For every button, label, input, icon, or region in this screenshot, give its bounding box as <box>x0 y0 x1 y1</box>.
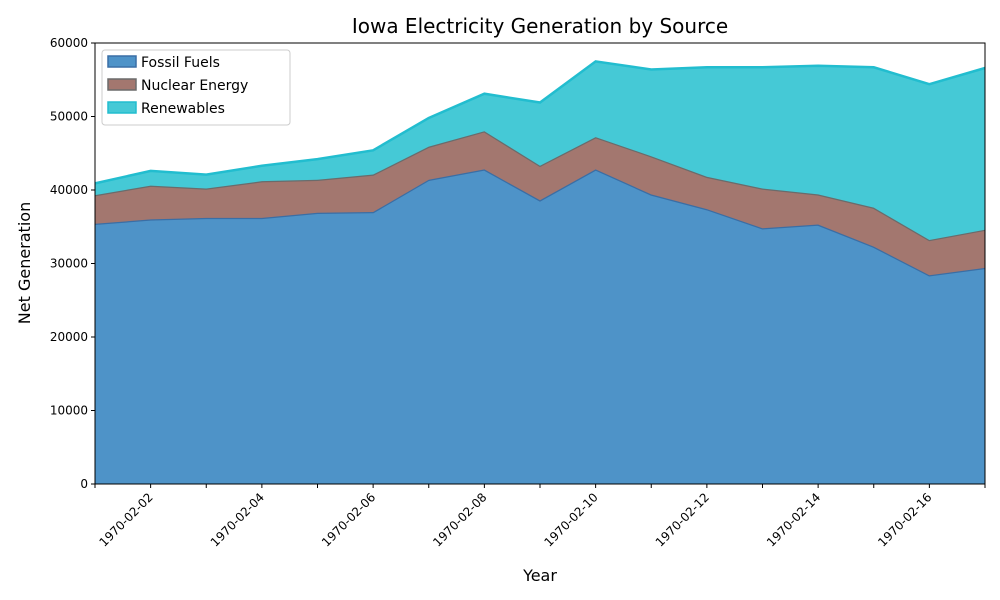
area-series-group <box>94 60 986 485</box>
y-tick-label: 40000 <box>50 183 88 197</box>
y-tick-label: 20000 <box>50 330 88 344</box>
legend: Fossil Fuels Nuclear Energy Renewables <box>101 49 291 126</box>
legend-frame <box>101 49 291 126</box>
y-tick-label: 30000 <box>50 257 88 271</box>
y-tick-label: 0 <box>80 477 88 491</box>
y-axis: 0 10000 20000 30000 40000 50000 60000 <box>50 36 95 491</box>
y-axis-title: Net Generation <box>15 202 34 324</box>
legend-swatch-0 <box>107 55 137 68</box>
area-series-0 <box>95 169 985 485</box>
area-series-1 <box>95 131 985 276</box>
legend-label-2: Renewables <box>141 101 225 117</box>
legend-swatch-2 <box>107 101 137 114</box>
y-tick-label: 60000 <box>50 36 88 50</box>
y-tick-label: 50000 <box>50 110 88 124</box>
legend-swatch-1 <box>107 78 137 91</box>
series-edge-2 <box>94 60 986 185</box>
area-series-2 <box>95 61 985 240</box>
legend-label-1: Nuclear Energy <box>141 78 248 94</box>
chart-title: Iowa Electricity Generation by Source <box>352 14 728 38</box>
legend-label-0: Fossil Fuels <box>141 55 220 71</box>
y-tick-label: 10000 <box>50 404 88 418</box>
x-axis-title: Year <box>522 566 557 585</box>
